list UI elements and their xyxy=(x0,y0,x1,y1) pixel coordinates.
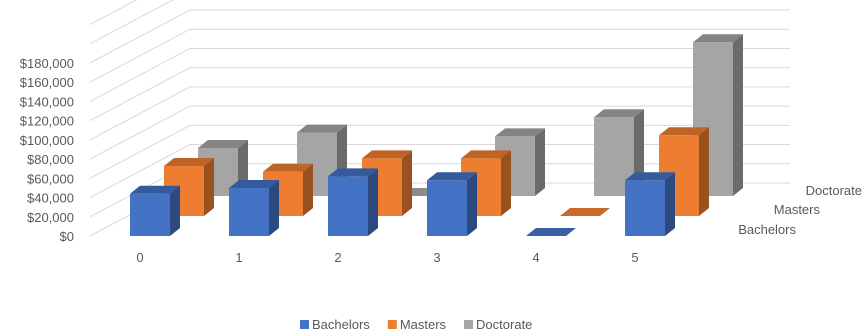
y-tick-label: $80,000 xyxy=(27,152,74,167)
chart-legend: Bachelors Masters Doctorate xyxy=(300,317,532,332)
x-tick-label: 5 xyxy=(631,250,638,265)
legend-item: Masters xyxy=(387,317,447,332)
legend-label: Masters xyxy=(400,317,447,332)
legend-swatch xyxy=(387,320,397,329)
bar-bachelors xyxy=(427,172,477,236)
x-tick-label: 4 xyxy=(532,250,539,265)
bar-bachelors xyxy=(229,179,279,236)
x-tick-label: 0 xyxy=(136,250,143,265)
chart-bars xyxy=(130,34,743,236)
y-tick-label: $60,000 xyxy=(27,171,74,186)
bar-bachelors xyxy=(328,168,378,236)
gridline xyxy=(89,105,790,160)
bar-masters xyxy=(560,208,610,216)
gridline xyxy=(89,86,790,141)
x-tick-label: 3 xyxy=(433,250,440,265)
bar-bachelors xyxy=(625,172,675,236)
y-axis-tick-labels: $0 $20,000 $40,000 $60,000 $80,000 $100,000 $1… xyxy=(20,56,74,244)
x-axis-tick-labels: 0 1 2 3 4 5 xyxy=(136,250,638,265)
gridline xyxy=(89,0,174,45)
bar-bachelors xyxy=(526,228,576,236)
x-tick-label: 1 xyxy=(235,250,242,265)
x-tick-label: 2 xyxy=(334,250,341,265)
y-tick-label: $180,000 xyxy=(20,56,74,71)
gridline xyxy=(89,144,790,198)
legend-label: Bachelors xyxy=(312,317,370,332)
depth-axis-labels: Bachelors Masters Doctorate xyxy=(738,183,862,237)
legend-item: Doctorate xyxy=(464,317,532,332)
gridline xyxy=(89,124,790,179)
legend-swatch xyxy=(300,320,309,329)
gridline xyxy=(89,28,790,83)
gridline xyxy=(89,0,138,25)
depth-axis-label: Bachelors xyxy=(738,222,796,237)
bar-doctorate xyxy=(693,34,743,196)
y-tick-label: $40,000 xyxy=(27,191,74,206)
legend-item: Bachelors xyxy=(300,317,370,332)
y-tick-label: $0 xyxy=(60,229,74,244)
gridline xyxy=(89,9,790,64)
depth-axis-label: Masters xyxy=(774,202,821,217)
legend-label: Doctorate xyxy=(476,317,532,332)
chart-gridlines xyxy=(89,0,790,237)
y-tick-label: $20,000 xyxy=(27,210,74,225)
y-tick-label: $100,000 xyxy=(20,133,74,148)
y-tick-label: $160,000 xyxy=(20,75,74,90)
depth-axis-label: Doctorate xyxy=(806,183,862,198)
y-tick-label: $140,000 xyxy=(20,94,74,109)
y-tick-label: $120,000 xyxy=(20,114,74,129)
gridline xyxy=(89,67,790,122)
bar-bachelors xyxy=(130,185,180,236)
legend-swatch xyxy=(464,320,474,329)
gridline xyxy=(89,47,790,102)
